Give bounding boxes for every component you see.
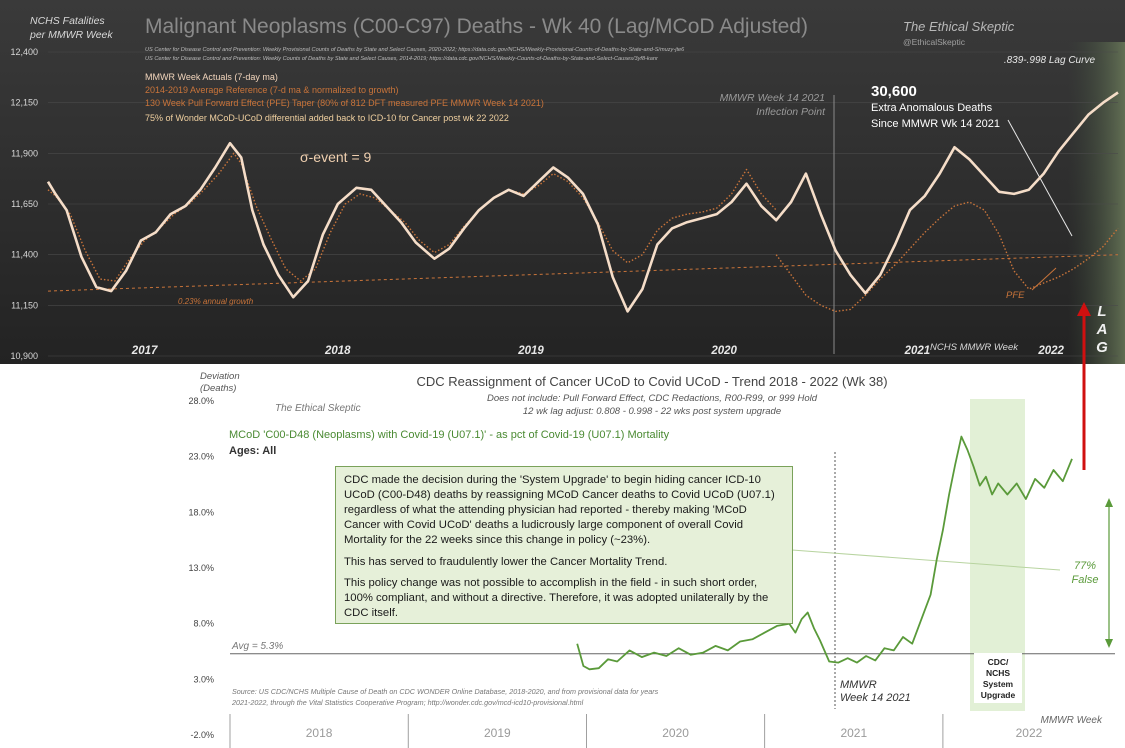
bottom-year-label: 2018 xyxy=(306,726,333,740)
avg-label: Avg = 5.3% xyxy=(231,641,283,652)
upgrade-label-1: CDC/ xyxy=(988,657,1009,667)
chart-background xyxy=(0,0,1125,364)
bottom-year-label: 2020 xyxy=(662,726,689,740)
brand-handle: @EthicalSkeptic xyxy=(903,37,966,47)
top-year-label: 2020 xyxy=(710,345,737,357)
series-actuals-line xyxy=(46,91,1119,313)
note-paragraph-1: CDC made the decision during the 'System… xyxy=(344,474,775,546)
neoplasm-deaths-chart: 12,400 12,150 11,900 11,650 11,400 11,150 10,9… xyxy=(0,0,1125,364)
sigma-event-label: σ-event = 9 xyxy=(300,149,372,165)
red-connector-arrow xyxy=(1077,302,1091,470)
legend-average: 2014-2019 Average Reference (7-d ma & no… xyxy=(145,85,398,95)
upgrade-label-box xyxy=(974,653,1022,703)
bottom-xlabel: MMWR Week xyxy=(1041,715,1103,726)
top-ytick-label: 11,900 xyxy=(11,148,38,158)
upgrade-label-4: Upgrade xyxy=(981,690,1016,700)
mmwr-label-1: MMWR xyxy=(840,679,877,691)
lag-letter-l: L xyxy=(1097,303,1106,320)
false-label: False xyxy=(1072,574,1099,586)
bottom-ytick-label: 23.0% xyxy=(188,452,214,462)
top-ytick-label: 11,150 xyxy=(11,300,38,310)
top-year-label: 2017 xyxy=(131,345,158,357)
ages-label: Ages: All xyxy=(229,445,276,457)
bottom-year-label: 2021 xyxy=(840,726,867,740)
bottom-ytick-label: -2.0% xyxy=(190,730,214,740)
top-ytick-label: 12,400 xyxy=(10,47,38,57)
top-ylabel-line1: NCHS Fatalities xyxy=(30,15,105,27)
top-ytick-label: 11,400 xyxy=(11,250,38,260)
legend-actuals: MMWR Week Actuals (7-day ma) xyxy=(145,72,278,82)
top-ylabel-line2: per MMWR Week xyxy=(29,29,113,41)
bottom-subtitle-2: 12 wk lag adjust: 0.808 - 0.998 - 22 wks… xyxy=(523,406,781,417)
pfe-pointer xyxy=(1031,267,1057,291)
bottom-ytick-label: 3.0% xyxy=(193,674,214,684)
false-pct: 77% xyxy=(1074,560,1096,572)
bottom-ytick-label: 18.0% xyxy=(188,507,214,517)
upgrade-label-3: System xyxy=(983,679,1014,689)
series-growth-line xyxy=(47,254,1119,292)
series-label: MCoD 'C00-D48 (Neoplasms) with Covid-19 … xyxy=(229,429,670,441)
red-arrow-head xyxy=(1077,302,1091,316)
false-arrow-down-head xyxy=(1105,639,1113,648)
note-paragraph-3: This policy change was not possible to a… xyxy=(344,577,769,620)
excess-label-2: Since MMWR Wk 14 2021 xyxy=(871,118,1000,130)
bottom-year-label: 2022 xyxy=(1016,726,1043,740)
bottom-chart-title: CDC Reassignment of Cancer UCoD to Covid… xyxy=(416,374,887,389)
bottom-ylabel-line2: (Deaths) xyxy=(200,383,236,394)
bottom-ytick-label: 8.0% xyxy=(193,619,214,629)
bottom-year-label: 2019 xyxy=(484,726,511,740)
upgrade-label-2: NCHS xyxy=(986,668,1010,678)
note-paragraph-2: This has served to fraudulently lower th… xyxy=(344,555,668,568)
bottom-source-1: Source: US CDC/NCHS Multiple Cause of De… xyxy=(232,687,659,696)
source-line-1: US Center for Disease Control and Preven… xyxy=(145,47,685,53)
brand-bottom: The Ethical Skeptic xyxy=(275,403,361,414)
policy-note-box: CDC made the decision during the 'System… xyxy=(335,466,793,624)
top-year-label: 2022 xyxy=(1037,345,1064,357)
brand-top: The Ethical Skeptic xyxy=(903,19,1015,34)
legend-wonder: 75% of Wonder MCoD-UCoD differential add… xyxy=(145,113,509,123)
top-ytick-label: 12,150 xyxy=(10,98,38,108)
excess-value: 30,600 xyxy=(871,83,917,100)
lag-letter-g: G xyxy=(1096,339,1108,356)
legend-pfe: 130 Week Pull Forward Effect (PFE) Taper… xyxy=(145,98,544,108)
false-arrow-up-head xyxy=(1105,498,1113,507)
note-pointer xyxy=(791,549,1061,571)
top-year-label: 2018 xyxy=(324,345,351,357)
lag-curve-label: .839-.998 Lag Curve xyxy=(1004,55,1096,66)
series-neoplasm-covid-line xyxy=(576,435,1073,671)
neoplasm-deaths-chart-svg: 12,400 12,150 11,900 11,650 11,400 11,150 10,9… xyxy=(0,0,1125,364)
top-ytick-label: 11,650 xyxy=(11,199,38,209)
source-line-2: US Center for Disease Control and Preven… xyxy=(145,56,659,62)
inflection-label-1: MMWR Week 14 2021 xyxy=(720,92,825,104)
series-pfe-line xyxy=(775,201,1119,313)
top-year-label: 2021 xyxy=(904,345,931,357)
bottom-ytick-label: 13.0% xyxy=(188,563,214,573)
inflection-label-2: Inflection Point xyxy=(756,106,826,118)
bottom-source-2: 2021-2022, through the Vital Statistics … xyxy=(231,698,584,707)
pfe-label: PFE xyxy=(1006,290,1025,301)
top-ytick-label: 10,900 xyxy=(10,351,38,361)
mmwr-label-2: Week 14 2021 xyxy=(840,692,911,704)
top-xlabel: NCHS MMWR Week xyxy=(930,342,1019,353)
top-chart-title: Malignant Neoplasms (C00-C97) Deaths - W… xyxy=(145,15,808,38)
top-year-label: 2019 xyxy=(517,345,544,357)
bottom-ylabel-line1: Deviation xyxy=(200,371,240,382)
growth-label: 0.23% annual growth xyxy=(178,297,254,306)
bottom-ytick-label: 28.0% xyxy=(188,396,214,406)
excess-label-1: Extra Anomalous Deaths xyxy=(871,102,993,114)
lag-letter-a: A xyxy=(1096,321,1108,338)
bottom-subtitle-1: Does not include: Pull Forward Effect, C… xyxy=(487,393,818,404)
